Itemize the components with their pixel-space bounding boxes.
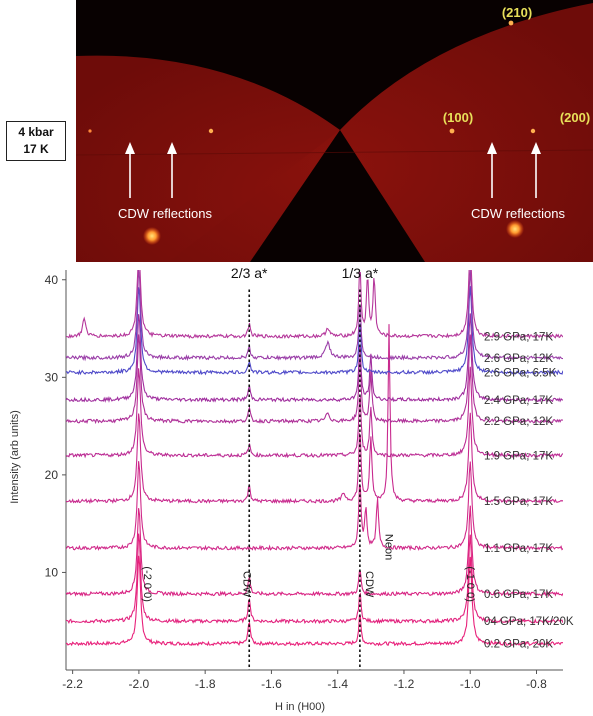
cdw-arrows-right	[487, 142, 541, 198]
series-label-2-2-gpa-12k: 2.2 GPa; 12K	[484, 416, 553, 428]
peak-annotation-cdw: CDW	[240, 571, 252, 598]
peak-label-210: (210)	[502, 5, 532, 20]
series-label-2-4-gpa-17k: 2.4 GPa; 17K	[484, 395, 553, 407]
series-label-0-2-gpa-20k: 0.2 GPa; 20K	[484, 639, 553, 651]
series-label-04-gpa-17k-20k: 04 GPa; 17K/20K	[484, 616, 574, 628]
series-line-2-4-gpa-17k	[66, 313, 563, 403]
detector-gap	[250, 130, 425, 262]
x-tick-label: -0.8	[526, 677, 547, 691]
series-line-2-9-gpa-17k	[66, 270, 563, 340]
series-label-1-9-gpa-17k: 1.9 GPa; 17K	[484, 450, 553, 462]
x-tick-label: -1.8	[195, 677, 216, 691]
x-axis-label: H in (H00)	[275, 701, 325, 713]
series-labels: 0.2 GPa; 20K 04 GPa; 17K/20K 0.6 GPa; 17K 1…	[484, 331, 574, 650]
x-tick-label: -2.2	[62, 677, 83, 691]
reference-lines: 2/3 a* 1/3 a*	[231, 265, 379, 670]
peak-annotation-2-0-0: (-2 0 0)	[141, 566, 153, 601]
temperature-label: 17 K	[23, 142, 49, 156]
reference-line-label: 1/3 a*	[342, 265, 379, 281]
reference-line-label: 2/3 a*	[231, 265, 268, 281]
pressure-label: 4 kbar	[18, 125, 54, 139]
series-line-2-2-gpa-12k	[66, 334, 563, 425]
peak-annotation-1-0-0: (-1 0 0)	[464, 566, 476, 601]
x-tick-label: -1.6	[261, 677, 282, 691]
series-line-0-2-gpa-20k	[66, 555, 563, 647]
cdw-reflections-label-right: CDW reflections	[471, 206, 565, 221]
y-tick-label: 10	[45, 565, 59, 579]
peak-label-100: (100)	[443, 110, 473, 125]
series-label-1-5-gpa-17k: 1.5 GPa; 17K	[484, 496, 553, 508]
peak-annotation-neon: Neon	[383, 534, 395, 560]
series-label-1-1-gpa-17k: 1.1 GPa; 17K	[484, 543, 553, 555]
y-axis-label: Intensity (arb units)	[9, 410, 21, 504]
reflection-spots	[88, 20, 536, 245]
series-line-0-6-gpa-17k	[66, 505, 563, 598]
series-line-1-9-gpa-17k	[66, 366, 563, 459]
series-label-2-6-gpa-12k: 2.6 GPa; 12K	[484, 353, 553, 365]
peak-annotations: (-2 0 0) CDW CDW Neon (-1 0 0)	[141, 534, 476, 602]
condition-box: 4 kbar 17 K	[6, 121, 66, 161]
y-axis: 10 20 30 40 Intensity (arb units)	[9, 270, 67, 670]
series-label-0-6-gpa-17k: 0.6 GPa; 17K	[484, 589, 553, 601]
x-tick-label: -2.0	[129, 677, 150, 691]
peak-annotation-cdw: CDW	[363, 571, 375, 598]
series-line-2-6-gpa-12k	[66, 270, 563, 362]
x-tick-label: -1.0	[460, 677, 481, 691]
y-tick-label: 30	[45, 370, 59, 384]
x-tick-label: -1.4	[327, 677, 348, 691]
series-label-2-6-gpa-6-5k: 2.6 GPa; 6.5K	[484, 367, 557, 379]
cdw-arrows-left	[125, 142, 177, 198]
series-group	[66, 270, 563, 647]
y-tick-label: 40	[45, 273, 59, 287]
series-line-2-6-gpa-6-5k	[66, 286, 563, 376]
y-tick-label: 20	[45, 468, 59, 482]
series-line-1-5-gpa-17k	[66, 324, 563, 505]
x-tick-label: -1.2	[394, 677, 415, 691]
x-axis: -2.2 -2.0 -1.8 -1.6 -1.4 -1.2 -1.0 -0.8 H in (H…	[62, 669, 563, 713]
peak-label-200: (200)	[560, 110, 590, 125]
series-label-2-9-gpa-17k: 2.9 GPa; 17K	[484, 331, 553, 343]
series-line-04-gpa-17k-20k	[66, 533, 563, 625]
detector-image-panel: (210) (100) (200) CDW reflections CDW re…	[0, 0, 593, 262]
series-line-1-1-gpa-17k	[66, 461, 563, 552]
cdw-reflections-label-left: CDW reflections	[118, 206, 212, 221]
detector-right-region	[168, 3, 593, 262]
